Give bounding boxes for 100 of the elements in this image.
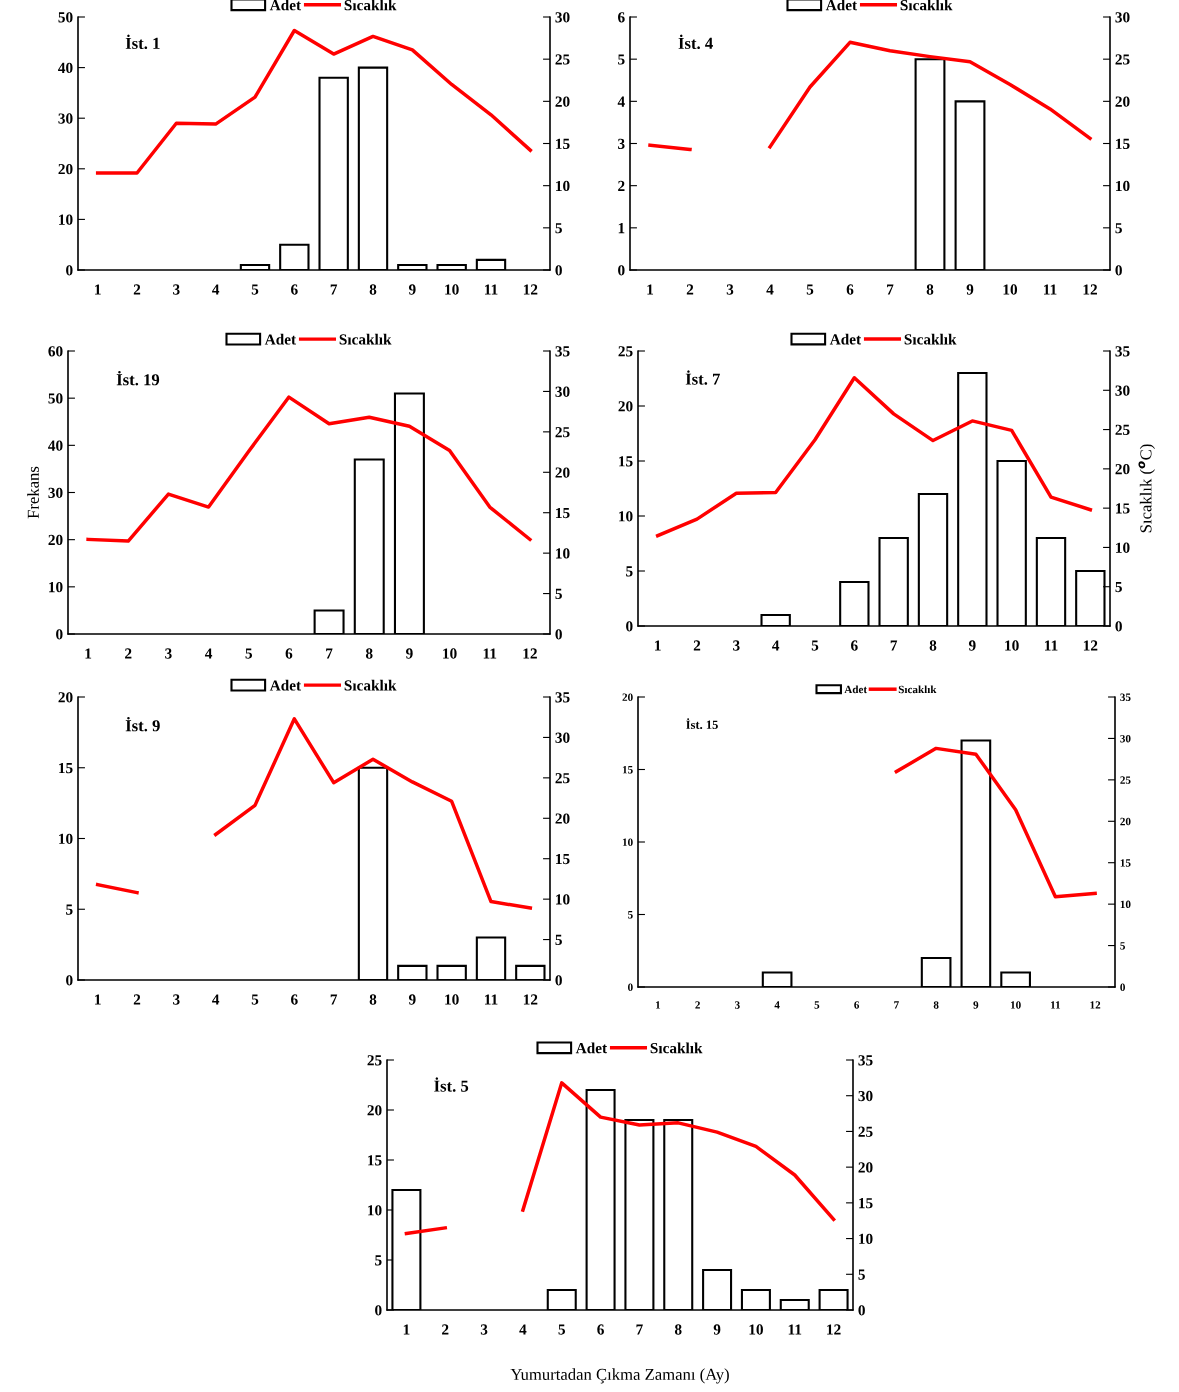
y2-tick-label: 25 [1120,776,1131,784]
y-tick-label: 15 [619,456,633,467]
x-tick-label: 9 [408,994,416,1005]
y-tick-label: 0 [626,621,633,632]
y-axis-title: Frekans [27,466,39,519]
x-tick-label: 11 [483,648,497,659]
annotation: İst. 4 [678,34,713,50]
x-tick-label: 7 [330,994,338,1005]
y-tick-label: 5 [628,911,633,919]
y-tick-label: 10 [619,511,633,522]
x-tick-label: 4 [772,640,780,651]
x-tick-label: 4 [519,1324,527,1335]
y2-tick-label: 15 [859,1198,873,1209]
y2-tick-label: 35 [555,346,570,357]
x-tick-label: 5 [806,284,814,295]
y-tick-label: 20 [367,1105,382,1116]
y-tick-label: 20 [48,534,63,546]
x-tick-label: 11 [1051,1001,1061,1009]
y2-tick-label: 25 [858,1126,873,1137]
y2-axis-title: Sıcaklık ($^{o}$C) [1138,444,1155,533]
x-tick-label: 8 [933,1001,939,1009]
y2-tick-label: 5 [1120,942,1126,950]
legend-label: Adet [269,679,302,691]
x-tick-label: 7 [330,284,338,295]
x-tick-label: 9 [406,648,413,659]
x-tick-label: 12 [1083,640,1098,651]
annotation: İst. 1 [125,34,160,50]
y-tick-label: 0 [66,975,73,986]
legend-label: Sıcaklık [650,1042,703,1054]
y2-tick-label: 30 [555,386,570,397]
x-tick-label: 3 [735,1001,740,1009]
x-tick-label: 1 [85,648,92,659]
y2-tick-label: 0 [858,1305,865,1316]
x-tick-label: 7 [636,1324,643,1335]
y2-tick-label: 5 [555,588,562,600]
x-tick-label: 4 [774,1001,780,1009]
y2-tick-label: 10 [1116,180,1130,192]
y-tick-label: 0 [56,629,63,640]
y-tick-label: 20 [58,692,73,703]
x-tick-label: 8 [926,284,934,295]
x-tick-label: 9 [713,1324,721,1335]
x-tick-label: 2 [133,284,141,295]
x-tick-label: 12 [523,994,538,1005]
legend-label: Sıcaklık [900,0,953,11]
legend-label: Adet [844,685,868,694]
y2-tick-label: 35 [858,1055,873,1066]
y2-tick-label: 5 [1115,582,1122,593]
legend-label: Sıcaklık [904,333,957,345]
legend-label: Adet [829,333,862,345]
y-tick-label: 40 [48,440,63,451]
x-tick-label: 6 [851,640,858,651]
y2-tick-label: 0 [1115,265,1122,276]
annotation: İst. 15 [686,718,718,730]
x-axis-title: Yumurtadan Çıkma Zamanı (Ay) [510,1368,729,1384]
x-tick-label: 12 [1083,284,1097,295]
x-tick-label: 10 [1010,1001,1021,1009]
y-tick-label: 3 [618,138,625,149]
y-tick-label: 0 [628,983,633,991]
y-tick-label: 15 [368,1155,382,1166]
x-tick-label: 5 [251,994,259,1005]
legend-label: Sıcaklık [339,333,392,345]
y-tick-label: 60 [48,346,63,357]
y2-tick-label: 15 [556,853,570,865]
y2-tick-label: 10 [859,1233,873,1245]
y2-tick-label: 10 [1116,542,1130,553]
y2-tick-label: 15 [1116,138,1130,149]
x-tick-label: 11 [1044,284,1057,295]
x-tick-label: 10 [445,284,459,295]
y-tick-label: 25 [367,1055,382,1066]
y-tick-label: 10 [368,1205,382,1216]
y2-tick-label: 30 [858,1090,873,1102]
y2-tick-label: 10 [1120,900,1131,909]
y2-tick-label: 20 [1115,464,1130,475]
x-tick-label: 4 [212,994,220,1005]
x-tick-label: 6 [285,648,293,659]
legend-label: Sıcaklık [898,685,937,694]
y2-tick-label: 5 [555,223,562,234]
x-tick-label: 2 [695,1001,700,1009]
x-tick-label: 9 [968,640,976,651]
x-tick-label: 5 [251,284,259,295]
x-tick-label: 9 [973,1001,979,1009]
x-tick-label: 3 [480,1324,488,1335]
y2-tick-label: 20 [1120,817,1131,826]
y2-tick-label: 10 [556,894,570,905]
y-tick-label: 0 [66,265,73,276]
x-tick-label: 12 [827,1324,841,1335]
y-tick-label: 50 [48,393,63,404]
y2-tick-label: 25 [1115,54,1130,65]
x-tick-label: 10 [749,1324,763,1335]
y2-tick-label: 35 [1120,693,1131,701]
y-tick-label: 0 [375,1305,382,1316]
y2-tick-label: 25 [1115,424,1130,436]
x-tick-label: 6 [846,284,854,295]
y2-tick-label: 35 [1115,346,1130,357]
x-tick-label: 11 [1045,640,1058,651]
legend-label: Adet [269,0,302,11]
y2-tick-label: 0 [1115,621,1122,632]
y2-tick-label: 5 [555,934,562,946]
y2-tick-label: 35 [555,692,570,703]
y2-tick-label: 15 [1120,859,1131,867]
